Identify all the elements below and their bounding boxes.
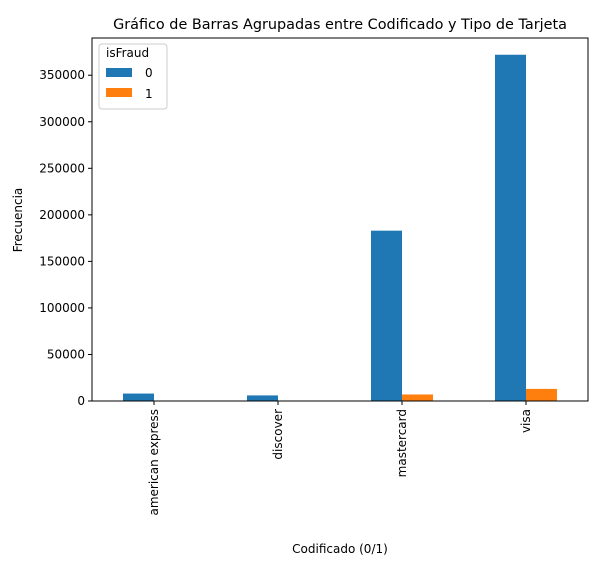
legend-label-1: 1: [145, 87, 153, 101]
y-axis: 0 50000 100000 150000 200000 250000 300000 3500…: [39, 68, 92, 408]
legend: isFraud 0 1: [98, 43, 168, 110]
bar-series-1-visa: [526, 388, 557, 401]
x-tick-label: discover: [271, 409, 285, 460]
y-axis-label: Frecuencia: [11, 188, 25, 253]
legend-swatch-0: [106, 68, 132, 77]
plot-frame: [91, 37, 589, 402]
y-tick-label: 100000: [39, 301, 85, 315]
legend-label-0: 0: [145, 66, 153, 80]
y-tick-label: 50000: [47, 347, 85, 361]
x-axis: american express discover mastercard visa: [147, 401, 533, 516]
bar-series-0-visa: [495, 54, 526, 401]
bar-series-0-mastercard: [371, 230, 402, 401]
bar-series-1-mastercard: [402, 394, 433, 401]
x-tick-label: american express: [147, 409, 161, 516]
y-tick-label: 350000: [39, 68, 85, 82]
bar-series-0-discover: [247, 395, 278, 401]
x-tick-label: mastercard: [395, 409, 409, 477]
x-tick-label: visa: [519, 409, 533, 433]
y-tick-label: 250000: [39, 161, 85, 175]
y-tick-label: 0: [77, 394, 85, 408]
y-tick-label: 200000: [39, 208, 85, 222]
legend-swatch-1: [106, 88, 132, 97]
bar-series-0-american-express: [123, 393, 154, 401]
bars-group: [123, 54, 557, 401]
y-tick-label: 300000: [39, 115, 85, 129]
chart-title: Gráfico de Barras Agrupadas entre Codifi…: [113, 17, 567, 33]
legend-title: isFraud: [106, 46, 149, 60]
x-axis-label: Codificado (0/1): [292, 542, 388, 556]
y-tick-label: 150000: [39, 254, 85, 268]
